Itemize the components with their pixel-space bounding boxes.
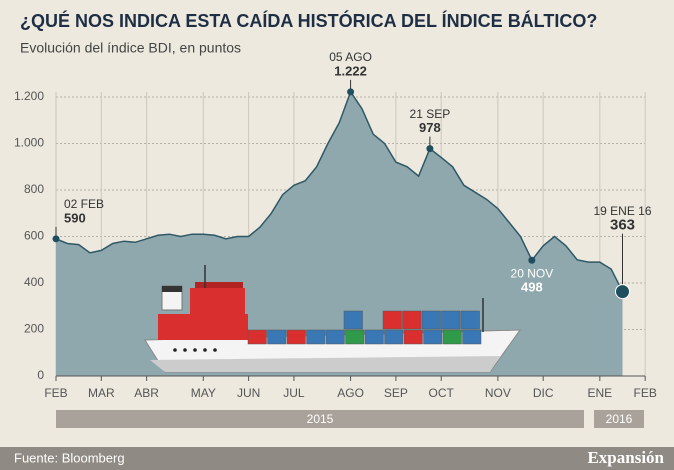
x-tick-label: AGO	[337, 386, 364, 400]
y-tick-label: 0	[37, 368, 44, 382]
container	[382, 310, 402, 330]
brand: Expansión	[587, 448, 664, 467]
value-label: 590	[64, 210, 86, 225]
year-bar	[594, 410, 644, 428]
x-tick-label: FEB	[44, 386, 67, 400]
point	[52, 235, 60, 243]
containers	[247, 310, 482, 345]
x-tick-label: JUL	[283, 386, 305, 400]
point	[528, 256, 536, 264]
container	[267, 329, 287, 345]
container	[384, 329, 404, 345]
funnel-top	[162, 286, 182, 292]
date-label: 02 FEB	[64, 197, 104, 211]
y-tick-label: 1.200	[14, 89, 44, 103]
x-tick-label: NOV	[485, 386, 511, 400]
point	[347, 88, 355, 96]
x-tick-label: ABR	[134, 386, 159, 400]
year-label: 2016	[606, 412, 633, 426]
date-label: 20 NOV	[511, 266, 554, 280]
container	[423, 329, 443, 345]
portholes	[173, 348, 217, 352]
container	[462, 329, 482, 345]
point	[426, 145, 434, 153]
bridge-top	[195, 282, 243, 288]
ship	[144, 265, 521, 373]
x-tick-label: MAR	[88, 386, 115, 400]
deck	[158, 314, 248, 340]
x-tick-label: DIC	[533, 386, 554, 400]
container	[364, 329, 384, 345]
y-tick-label: 1.000	[14, 136, 44, 150]
container	[403, 329, 423, 345]
container	[306, 329, 326, 345]
y-tick-label: 400	[24, 275, 44, 289]
container	[402, 310, 422, 330]
container	[460, 310, 480, 330]
container	[421, 310, 441, 330]
source: Fuente: Bloomberg	[14, 450, 125, 465]
x-tick-label: JUN	[237, 386, 260, 400]
hull-lower	[150, 356, 500, 372]
year-label: 2015	[307, 412, 334, 426]
date-label: 19 ENE 16	[593, 204, 651, 218]
line	[55, 90, 624, 292]
x-tick-label: ENE	[587, 386, 612, 400]
y-tick-label: 600	[24, 229, 44, 243]
bridge	[190, 288, 245, 314]
container	[441, 310, 461, 330]
container	[345, 329, 365, 345]
x-tick-label: OCT	[429, 386, 455, 400]
point	[615, 284, 630, 300]
footer	[0, 447, 674, 470]
date-label: 05 AGO	[329, 50, 372, 64]
chart-subtitle: Evolución del índice BDI, en puntos	[20, 40, 241, 56]
container	[343, 310, 363, 330]
container	[442, 329, 462, 345]
chart-title: ¿QUÉ NOS INDICA ESTA CAÍDA HISTÓRICA DEL…	[20, 10, 597, 31]
y-tick-label: 200	[24, 322, 44, 336]
value-label: 498	[521, 280, 543, 295]
y-tick-label: 800	[24, 182, 44, 196]
container	[325, 329, 345, 345]
date-label: 21 SEP	[410, 107, 451, 121]
x-tick-label: MAY	[191, 386, 216, 400]
container	[286, 329, 306, 345]
x-tick-label: SEP	[384, 386, 408, 400]
x-tick-label: FEB	[633, 386, 656, 400]
container	[247, 329, 267, 345]
value-label: 363	[610, 217, 635, 234]
year-bar	[56, 410, 584, 428]
value-label: 1.222	[334, 63, 367, 78]
value-label: 978	[419, 120, 441, 135]
